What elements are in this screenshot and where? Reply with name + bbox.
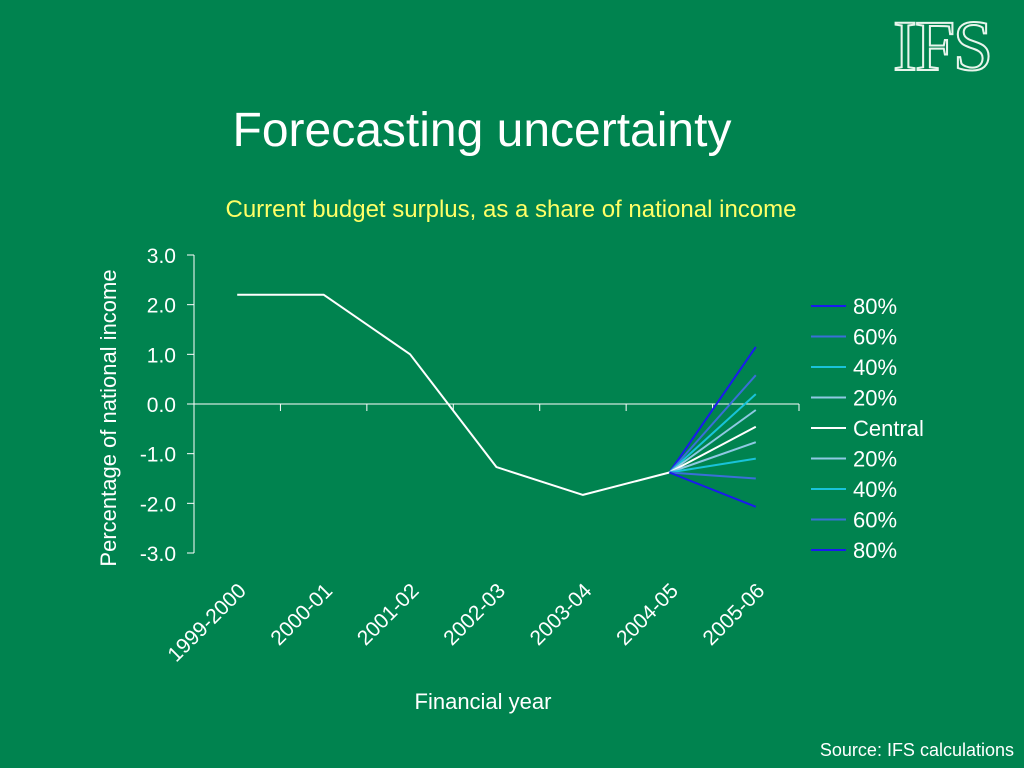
y-tick-label: 2.0: [147, 295, 176, 318]
x-tick-label: 2001-02: [353, 579, 424, 650]
x-tick-label: 2005-06: [699, 579, 770, 650]
legend-entry: Central: [853, 416, 924, 441]
legend-entry: 20%: [853, 447, 897, 472]
legend-entry: 80%: [853, 538, 897, 563]
legend-entry: 60%: [853, 325, 897, 350]
chart-subtitle: Current budget surplus, as a share of na…: [225, 196, 797, 223]
series-line-80-pct: [668, 346, 757, 474]
y-tick-label: -2.0: [140, 493, 176, 516]
y-tick-label: 3.0: [147, 245, 176, 268]
x-tick-label: 2000-01: [266, 579, 337, 650]
legend-entry: 40%: [853, 355, 897, 380]
legend-entry: 20%: [853, 386, 897, 411]
x-tick-label: 2004-05: [612, 579, 683, 650]
series-line-60-pct: [668, 374, 757, 474]
y-tick-label: 1.0: [147, 344, 176, 367]
legend-entry: 40%: [853, 477, 897, 502]
x-tick-label: 1999-2000: [163, 579, 250, 666]
x-axis-label: Financial year: [415, 689, 552, 714]
series-line-40-pct: [668, 393, 757, 474]
series-line-40-pct: [669, 457, 756, 474]
slide-title: Forecasting uncertainty: [232, 104, 732, 157]
series-line-80-pct: [669, 471, 757, 508]
y-tick-label: -1.0: [140, 444, 176, 467]
y-tick-label: -3.0: [140, 543, 176, 566]
series-line-20-pct: [669, 441, 757, 474]
legend-entry: 60%: [853, 508, 897, 533]
source-note: Source: IFS calculations: [819, 740, 1014, 760]
y-axis-label: Percentage of national income: [96, 269, 121, 566]
series-line-60-pct: [669, 471, 756, 480]
ifs-logo: IFS: [892, 6, 994, 86]
x-tick-label: 2003-04: [526, 579, 597, 650]
legend-entry: 80%: [853, 294, 897, 319]
y-tick-label: 0.0: [147, 394, 176, 417]
series-line-20-pct: [668, 409, 757, 474]
x-tick-label: 2002-03: [439, 579, 510, 650]
